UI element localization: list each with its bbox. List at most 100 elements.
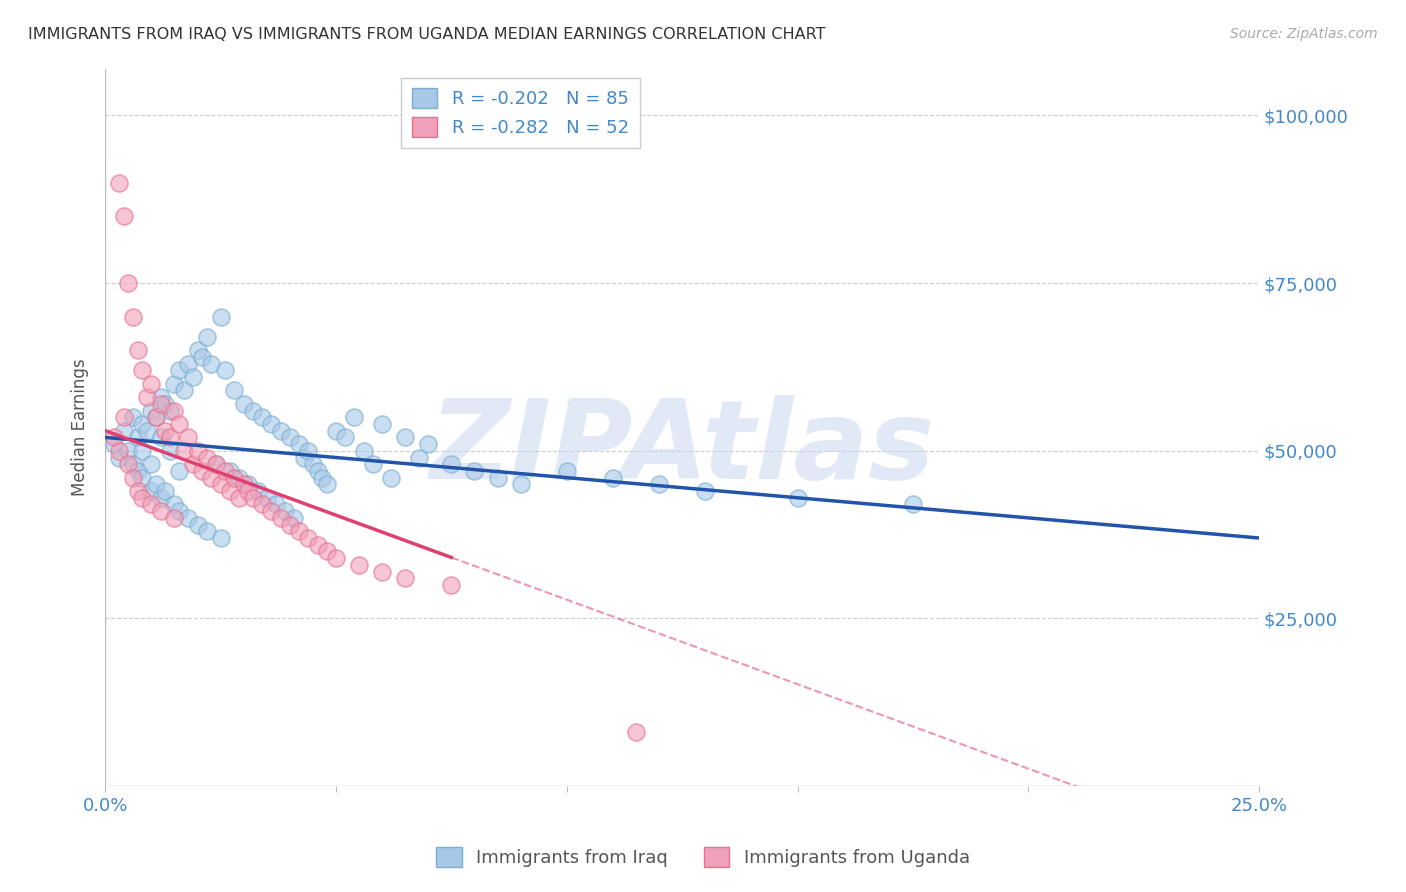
Point: [214, 464, 236, 478]
Point: [163, 498, 186, 512]
Point: [440, 457, 463, 471]
Point: [238, 477, 260, 491]
Point: [394, 430, 416, 444]
Point: [191, 464, 214, 478]
Point: [131, 470, 153, 484]
Text: ZIPAtlas: ZIPAtlas: [429, 395, 935, 502]
Point: [127, 483, 149, 498]
Point: [177, 511, 200, 525]
Point: [901, 498, 924, 512]
Point: [270, 424, 292, 438]
Point: [648, 477, 671, 491]
Point: [232, 397, 254, 411]
Point: [108, 443, 131, 458]
Point: [292, 450, 315, 465]
Point: [122, 410, 145, 425]
Point: [209, 477, 232, 491]
Point: [232, 477, 254, 491]
Point: [242, 491, 264, 505]
Point: [242, 403, 264, 417]
Point: [418, 437, 440, 451]
Point: [380, 470, 402, 484]
Point: [141, 483, 163, 498]
Point: [408, 450, 430, 465]
Point: [264, 498, 287, 512]
Point: [260, 417, 283, 431]
Point: [218, 483, 240, 498]
Point: [191, 350, 214, 364]
Point: [117, 276, 139, 290]
Point: [311, 470, 333, 484]
Point: [163, 403, 186, 417]
Point: [122, 470, 145, 484]
Point: [155, 397, 177, 411]
Point: [302, 457, 325, 471]
Point: [195, 524, 218, 539]
Point: [278, 430, 301, 444]
Point: [228, 470, 250, 484]
Point: [159, 443, 181, 458]
Point: [127, 343, 149, 358]
Point: [112, 209, 135, 223]
Point: [145, 477, 167, 491]
Point: [486, 470, 509, 484]
Point: [218, 464, 240, 478]
Point: [283, 511, 305, 525]
Point: [135, 390, 157, 404]
Point: [141, 498, 163, 512]
Point: [112, 424, 135, 438]
Point: [108, 176, 131, 190]
Point: [343, 410, 366, 425]
Point: [167, 363, 190, 377]
Point: [149, 430, 172, 444]
Point: [278, 517, 301, 532]
Point: [440, 578, 463, 592]
Point: [270, 511, 292, 525]
Text: Source: ZipAtlas.com: Source: ZipAtlas.com: [1230, 27, 1378, 41]
Point: [177, 430, 200, 444]
Point: [167, 504, 190, 518]
Point: [173, 384, 195, 398]
Point: [108, 450, 131, 465]
Point: [181, 457, 204, 471]
Point: [250, 410, 273, 425]
Point: [117, 457, 139, 471]
Point: [186, 343, 208, 358]
Point: [325, 551, 347, 566]
Point: [256, 491, 278, 505]
Point: [205, 457, 228, 471]
Point: [149, 491, 172, 505]
Point: [159, 430, 181, 444]
Point: [149, 390, 172, 404]
Point: [186, 443, 208, 458]
Point: [353, 443, 375, 458]
Point: [602, 470, 624, 484]
Point: [288, 524, 311, 539]
Point: [260, 504, 283, 518]
Point: [141, 376, 163, 391]
Point: [371, 417, 394, 431]
Point: [163, 511, 186, 525]
Point: [224, 384, 246, 398]
Point: [159, 403, 181, 417]
Point: [209, 531, 232, 545]
Point: [463, 464, 485, 478]
Point: [131, 443, 153, 458]
Point: [145, 410, 167, 425]
Point: [141, 457, 163, 471]
Point: [145, 410, 167, 425]
Point: [155, 424, 177, 438]
Point: [103, 437, 125, 451]
Point: [238, 483, 260, 498]
Point: [394, 571, 416, 585]
Point: [141, 403, 163, 417]
Point: [288, 437, 311, 451]
Point: [246, 483, 269, 498]
Legend: R = -0.202   N = 85, R = -0.282   N = 52: R = -0.202 N = 85, R = -0.282 N = 52: [401, 78, 640, 148]
Point: [117, 443, 139, 458]
Point: [127, 464, 149, 478]
Point: [200, 470, 222, 484]
Text: IMMIGRANTS FROM IRAQ VS IMMIGRANTS FROM UGANDA MEDIAN EARNINGS CORRELATION CHART: IMMIGRANTS FROM IRAQ VS IMMIGRANTS FROM …: [28, 27, 825, 42]
Point: [112, 410, 135, 425]
Point: [695, 483, 717, 498]
